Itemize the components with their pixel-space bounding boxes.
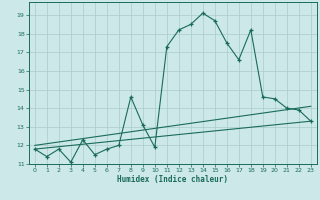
X-axis label: Humidex (Indice chaleur): Humidex (Indice chaleur) xyxy=(117,175,228,184)
